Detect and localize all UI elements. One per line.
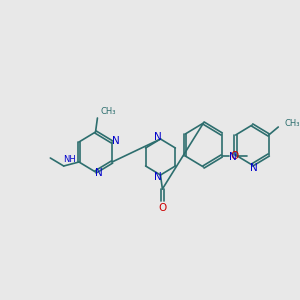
Text: CH₃: CH₃ <box>100 107 116 116</box>
Text: NH: NH <box>63 154 76 164</box>
Text: N: N <box>229 152 237 162</box>
Text: CH₃: CH₃ <box>284 118 299 127</box>
Text: N: N <box>154 132 161 142</box>
Text: N: N <box>154 172 161 182</box>
Text: N: N <box>95 168 103 178</box>
Text: O: O <box>158 203 166 213</box>
Text: N: N <box>250 163 258 173</box>
Text: O: O <box>230 151 238 161</box>
Text: N: N <box>112 136 120 146</box>
